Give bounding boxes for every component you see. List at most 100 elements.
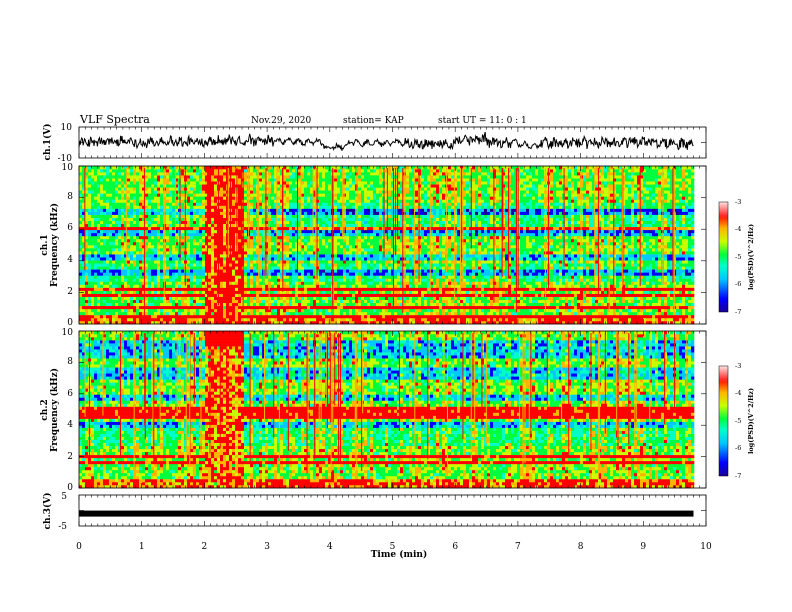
- spectrogram-cell: [109, 169, 113, 173]
- spectrogram-cell: [109, 245, 113, 249]
- spectrogram-cell: [169, 317, 173, 322]
- spectrogram-cell: [145, 217, 149, 221]
- spectrogram-cell: [154, 196, 158, 200]
- spectrogram-cell: [220, 187, 224, 191]
- spectrogram-cell: [265, 223, 269, 228]
- spectrogram-cell: [349, 254, 353, 258]
- spectrogram-cell: [292, 202, 296, 206]
- spectrogram-cell: [82, 208, 86, 212]
- spectrogram-cell: [349, 251, 353, 255]
- spectrogram-cell: [253, 299, 257, 304]
- spectrogram-cell: [259, 199, 263, 203]
- spectrogram-cell: [346, 220, 350, 225]
- spectrogram-cell: [283, 251, 287, 255]
- spectrogram-cell: [127, 178, 131, 182]
- spectrogram-cell: [139, 308, 143, 313]
- spectrogram-cell: [280, 196, 284, 200]
- spectrogram-cell: [295, 260, 299, 264]
- spectrogram-cell: [220, 190, 224, 194]
- spectrogram-cell: [91, 272, 95, 276]
- spectrogram-cell: [175, 235, 179, 240]
- spectrogram-cell: [160, 308, 164, 313]
- spectrogram-cell: [277, 269, 281, 273]
- spectrogram-cell: [268, 287, 272, 291]
- spectrogram-cell: [196, 248, 200, 252]
- spectrogram-cell: [208, 187, 212, 191]
- spectrogram-cell: [292, 175, 296, 179]
- spectrogram-cell: [247, 166, 251, 170]
- spectrogram-cell: [253, 211, 257, 215]
- spectrogram-cell: [313, 241, 317, 246]
- spectrogram-cell: [316, 257, 320, 261]
- spectrogram-cell: [211, 278, 215, 282]
- spectrogram-cell: [181, 296, 185, 300]
- spectrogram-cell: [349, 281, 353, 285]
- spectrogram-cell: [247, 305, 251, 310]
- spectrogram-cell: [328, 238, 332, 243]
- spectrogram-cell: [208, 175, 212, 179]
- spectrogram-cell: [280, 263, 284, 267]
- spectrogram-cell: [112, 308, 116, 313]
- spectrogram-cell: [124, 305, 128, 310]
- spectrogram-cell: [244, 220, 248, 225]
- spectrogram-cell: [301, 260, 305, 264]
- spectrogram-cell: [184, 284, 188, 288]
- spectrogram-cell: [82, 229, 86, 234]
- spectrogram-cell: [115, 172, 119, 176]
- spectrogram-cell: [328, 248, 332, 252]
- spectrogram-cell: [214, 314, 218, 319]
- spectrogram-cell: [160, 311, 164, 316]
- spectrogram-cell: [223, 314, 227, 319]
- spectrogram-cell: [121, 299, 125, 304]
- spectrogram-cell: [259, 293, 263, 297]
- spectrogram-cell: [253, 293, 257, 297]
- spectrogram-cell: [121, 199, 125, 203]
- spectrogram-cell: [109, 254, 113, 258]
- spectrogram-cell: [109, 187, 113, 191]
- spectrogram-cell: [88, 184, 92, 188]
- spectrogram-cell: [277, 220, 281, 225]
- spectrogram-cell: [244, 278, 248, 282]
- spectrogram-cell: [196, 269, 200, 273]
- spectrogram-cell: [118, 235, 122, 240]
- spectrogram-cell: [289, 314, 293, 319]
- spectrogram-cell: [340, 241, 344, 246]
- spectrogram-cell: [277, 169, 281, 173]
- spectrogram-cell: [268, 269, 272, 273]
- spectrogram-cell: [310, 293, 314, 297]
- spectrogram-cell: [289, 305, 293, 310]
- spectrogram-cell: [214, 241, 218, 246]
- spectrogram-cell: [289, 272, 293, 276]
- spectrogram-cell: [334, 223, 338, 228]
- spectrogram-cell: [289, 254, 293, 258]
- spectrogram-cell: [286, 226, 290, 231]
- spectrogram-cell: [199, 178, 203, 182]
- spectrogram-cell: [151, 278, 155, 282]
- spectrogram-cell: [328, 263, 332, 267]
- spectrogram-cell: [268, 241, 272, 246]
- spectrogram-cell: [100, 205, 104, 209]
- spectrogram-cell: [172, 184, 176, 188]
- spectrogram-cell: [274, 317, 278, 322]
- spectrogram-cell: [136, 214, 140, 218]
- spectrogram-cell: [280, 308, 284, 313]
- spectrogram-cell: [352, 284, 356, 288]
- spectrogram-cell: [163, 317, 167, 322]
- spectrogram-cell: [220, 199, 224, 203]
- spectrogram-cell: [214, 305, 218, 310]
- spectrogram-cell: [124, 311, 128, 316]
- spectrogram-cell: [79, 220, 83, 225]
- spectrogram-cell: [346, 317, 350, 322]
- spectrogram-cell: [259, 196, 263, 200]
- spectrogram-cell: [298, 302, 302, 307]
- spectrogram-cell: [148, 269, 152, 273]
- spectrogram-cell: [79, 308, 83, 313]
- spectrogram-cell: [349, 226, 353, 231]
- spectrogram-cell: [106, 263, 110, 267]
- spectrogram-cell: [181, 193, 185, 197]
- spectrogram-cell: [253, 199, 257, 203]
- spectrogram-cell: [256, 302, 260, 307]
- spectrogram-cell: [178, 281, 182, 285]
- spectrogram-cell: [199, 299, 203, 304]
- spectrogram-cell: [226, 272, 230, 276]
